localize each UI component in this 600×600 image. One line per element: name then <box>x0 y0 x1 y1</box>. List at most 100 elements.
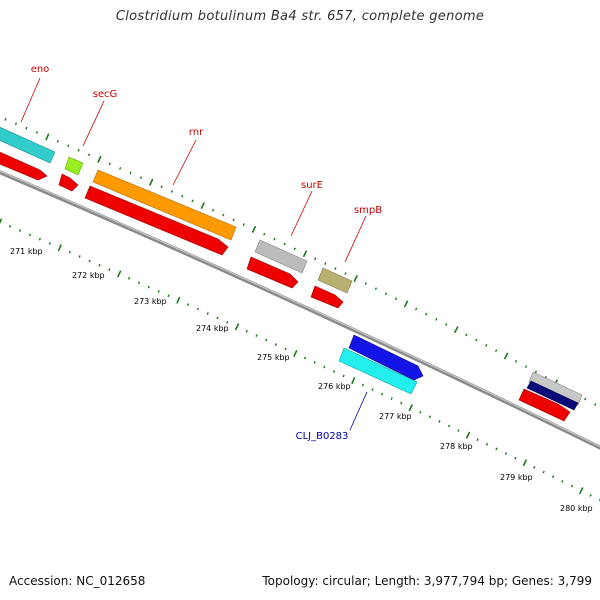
outer-track-tick <box>170 190 174 193</box>
scale-label-280: 280 kbp <box>560 504 593 513</box>
gene-labels: eno secG rnr surE smpB CLJ_B0283 <box>31 64 383 442</box>
inner-track-tick <box>522 459 528 467</box>
cds-bar-smpB[interactable] <box>310 285 344 309</box>
feature-bar-navy-right[interactable] <box>526 380 579 411</box>
genome-backbone <box>0 170 600 450</box>
scale-label-271: 271 kbp <box>10 247 43 256</box>
gene-bar-eno[interactable] <box>0 125 56 164</box>
inner-track-tick <box>400 401 403 405</box>
outer-track-tick <box>191 199 194 203</box>
gene-label-surE[interactable]: surE <box>301 180 323 191</box>
outer-track-tick <box>584 397 587 401</box>
outer-track-tick <box>465 333 468 337</box>
inner-track-tick <box>176 296 181 304</box>
inner-track-tick <box>561 479 564 483</box>
scale-label-278: 278 kbp <box>440 442 473 451</box>
inner-track-tick <box>147 285 150 289</box>
gene-bar-secG[interactable] <box>64 156 84 176</box>
outer-track-tick <box>414 307 418 311</box>
inner-track-tick <box>157 290 160 293</box>
cds-bar-surE[interactable] <box>246 256 299 289</box>
inner-track-tick <box>476 438 479 442</box>
callout-line-secG <box>82 100 105 147</box>
inner-track-tick <box>578 487 584 495</box>
inner-track-tick <box>533 465 536 469</box>
gene-bar-CLJ_B0283[interactable] <box>338 347 418 395</box>
outer-track-tick <box>503 352 509 360</box>
inner-track-tick <box>438 419 441 423</box>
outer-track-tick <box>129 171 132 175</box>
callout-line-surE <box>290 190 313 237</box>
outer-track-tick <box>273 237 276 241</box>
inner-track-tick <box>419 410 422 414</box>
outer-track-tick <box>242 223 245 226</box>
outer-track-tick <box>149 178 154 186</box>
gene-label-rnr[interactable]: rnr <box>189 127 204 138</box>
outer-track-tick <box>35 131 39 134</box>
cds-bar-rnr[interactable] <box>84 185 229 256</box>
gene-bar-rnr[interactable] <box>92 169 237 241</box>
scale-label-279: 279 kbp <box>500 473 533 482</box>
outer-track-tick <box>232 218 235 222</box>
outer-track-tick <box>403 300 409 308</box>
callout-line-rnr <box>172 139 197 186</box>
feature-bar-gray-right[interactable] <box>528 371 583 406</box>
genome-backbone-highlight <box>0 170 600 448</box>
inner-track-tick <box>38 237 42 241</box>
outer-track-tick <box>263 232 266 236</box>
cds-bar-secG[interactable] <box>58 173 79 192</box>
feature-bar-blue[interactable] <box>348 334 424 381</box>
inner-track-tick <box>127 276 131 280</box>
outer-track-tick <box>251 225 257 233</box>
gene-label-secG[interactable]: secG <box>93 89 118 100</box>
inner-track-tick <box>68 250 71 254</box>
outer-track-tick <box>4 117 7 121</box>
outer-track-tick <box>67 144 70 148</box>
outer-track-tick <box>344 272 347 275</box>
outer-track-tick <box>453 326 459 334</box>
outer-track-tick <box>324 262 327 265</box>
inner-track-tick <box>428 415 432 419</box>
outer-track-tick <box>293 247 296 251</box>
inner-track-tick <box>514 456 517 460</box>
inner-track-tick <box>284 347 287 351</box>
outer-track-tick <box>56 139 59 143</box>
outer-track-tick <box>445 323 448 326</box>
inner-track-tick <box>226 320 229 324</box>
scale-label-272: 272 kbp <box>72 271 105 280</box>
outer-track-tick <box>593 403 597 406</box>
outer-track-tick <box>524 365 528 369</box>
cds-bar-eno[interactable] <box>0 150 48 181</box>
outer-track-tick <box>108 162 111 166</box>
callout-line-eno <box>20 77 41 123</box>
inner-track-tick <box>495 447 498 451</box>
inner-track-tick <box>342 374 345 378</box>
inner-track-tick <box>380 392 384 396</box>
cds-bar-right[interactable] <box>518 388 571 422</box>
inner-track-tick <box>323 365 326 369</box>
outer-track-tick <box>181 194 184 198</box>
inner-track-tick <box>408 404 414 412</box>
feature-bars <box>0 125 583 422</box>
outer-track-tick <box>139 176 143 179</box>
map-title: Clostridium botulinum Ba4 str. 657, comp… <box>115 9 485 24</box>
gene-bar-surE[interactable] <box>254 239 308 274</box>
outer-track-tick <box>435 317 438 321</box>
gene-label-eno[interactable]: eno <box>31 64 50 75</box>
inner-track-tick <box>234 323 240 331</box>
inner-track-tick <box>542 470 545 474</box>
gene-label-smpB[interactable]: smpB <box>354 205 382 216</box>
inner-track-tick <box>485 442 489 446</box>
inner-track-tick <box>57 244 62 252</box>
accession-text: Accession: NC_012658 <box>9 574 146 588</box>
gene-label-CLJ_B0283[interactable]: CLJ_B0283 <box>296 431 349 442</box>
inner-track-tick <box>108 268 111 271</box>
outer-track-tick <box>484 343 488 347</box>
gene-callouts <box>20 77 368 431</box>
inner-track-tick <box>351 376 356 385</box>
gene-bar-smpB[interactable] <box>317 267 353 294</box>
inner-track-tick <box>265 338 268 342</box>
outer-track-tick <box>534 370 538 374</box>
inner-track-tick <box>18 229 22 232</box>
